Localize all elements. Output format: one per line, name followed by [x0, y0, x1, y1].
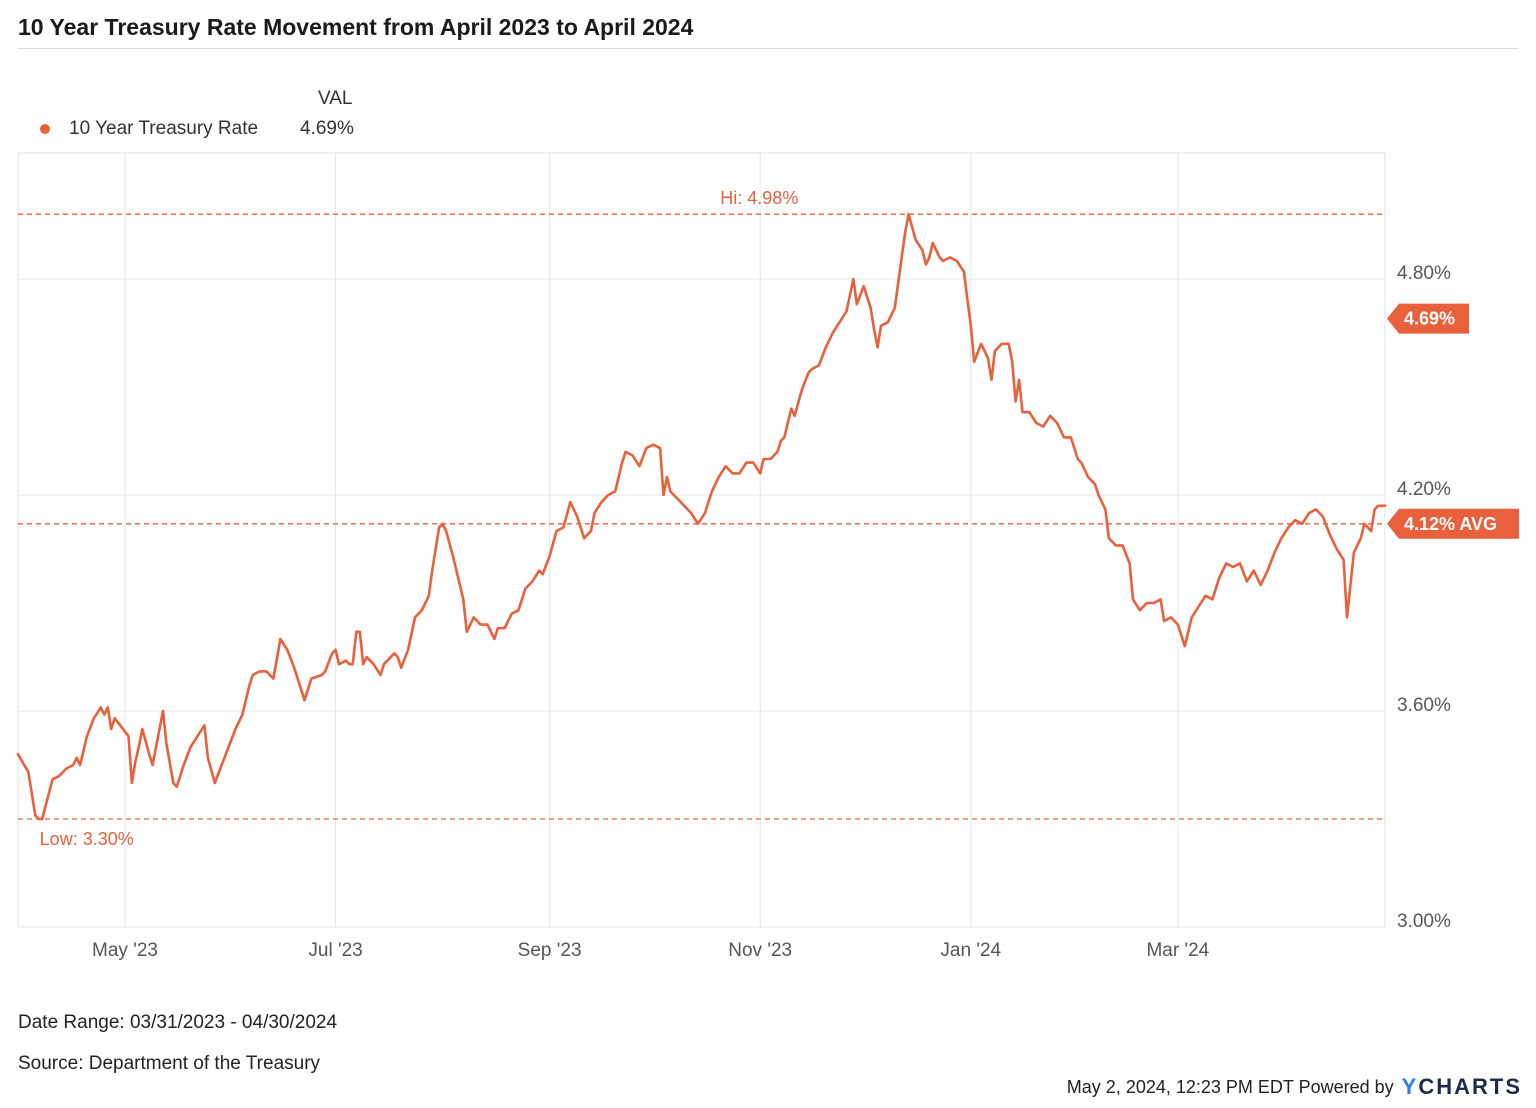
x-tick-label: Sep '23: [518, 940, 582, 961]
average-value-badge: [1387, 508, 1519, 539]
legend-series-value: 4.69%: [300, 118, 354, 139]
last-value-badge-label: 4.69%: [1404, 309, 1455, 329]
series-line-10-year-treasury-rate: [16, 212, 1387, 821]
y-tick-label: 3.00%: [1397, 911, 1451, 932]
plot-frame: [17, 152, 1386, 928]
y-tick-label: 4.80%: [1397, 263, 1451, 284]
powered-by: May 2, 2024, 12:23 PM EDT Powered by YCH…: [1067, 1074, 1522, 1100]
chart-title: 10 Year Treasury Rate Movement from Apri…: [18, 14, 694, 40]
x-tick-label: May '23: [92, 940, 158, 961]
y-tick-label: 4.20%: [1397, 479, 1451, 500]
x-tick-label: Jan '24: [940, 940, 1001, 961]
line-chart: May '23 Jul '23 Sep '23 Nov '23 Jan '24 Mar '…: [16, 152, 1519, 961]
last-value-badge: [1387, 303, 1469, 334]
high-annotation-label: Hi: 4.98%: [720, 188, 798, 208]
x-tick-label: Jul '23: [308, 940, 362, 961]
y-tick-label: 3.60%: [1397, 695, 1451, 716]
low-annotation-label: Low: 3.30%: [40, 829, 134, 849]
legend-item[interactable]: 10 Year Treasury Rate: [40, 118, 258, 140]
legend-column-header: VAL: [318, 88, 353, 109]
legend-series-name: 10 Year Treasury Rate: [69, 118, 259, 139]
date-range-note: Date Range: 03/31/2023 - 04/30/2024: [18, 1012, 338, 1033]
timestamp-text: May 2, 2024, 12:23 PM EDT Powered by: [1066, 1076, 1394, 1097]
title-divider: [18, 48, 1518, 49]
x-tick-label: Nov '23: [728, 940, 792, 961]
legend-dot-icon: [40, 124, 50, 134]
source-note: Source: Department of the Treasury: [18, 1053, 321, 1074]
x-tick-label: Mar '24: [1146, 940, 1209, 961]
average-value-badge-label: 4.12% AVG: [1404, 514, 1497, 534]
ycharts-logo[interactable]: YCHARTS: [1401, 1074, 1522, 1099]
